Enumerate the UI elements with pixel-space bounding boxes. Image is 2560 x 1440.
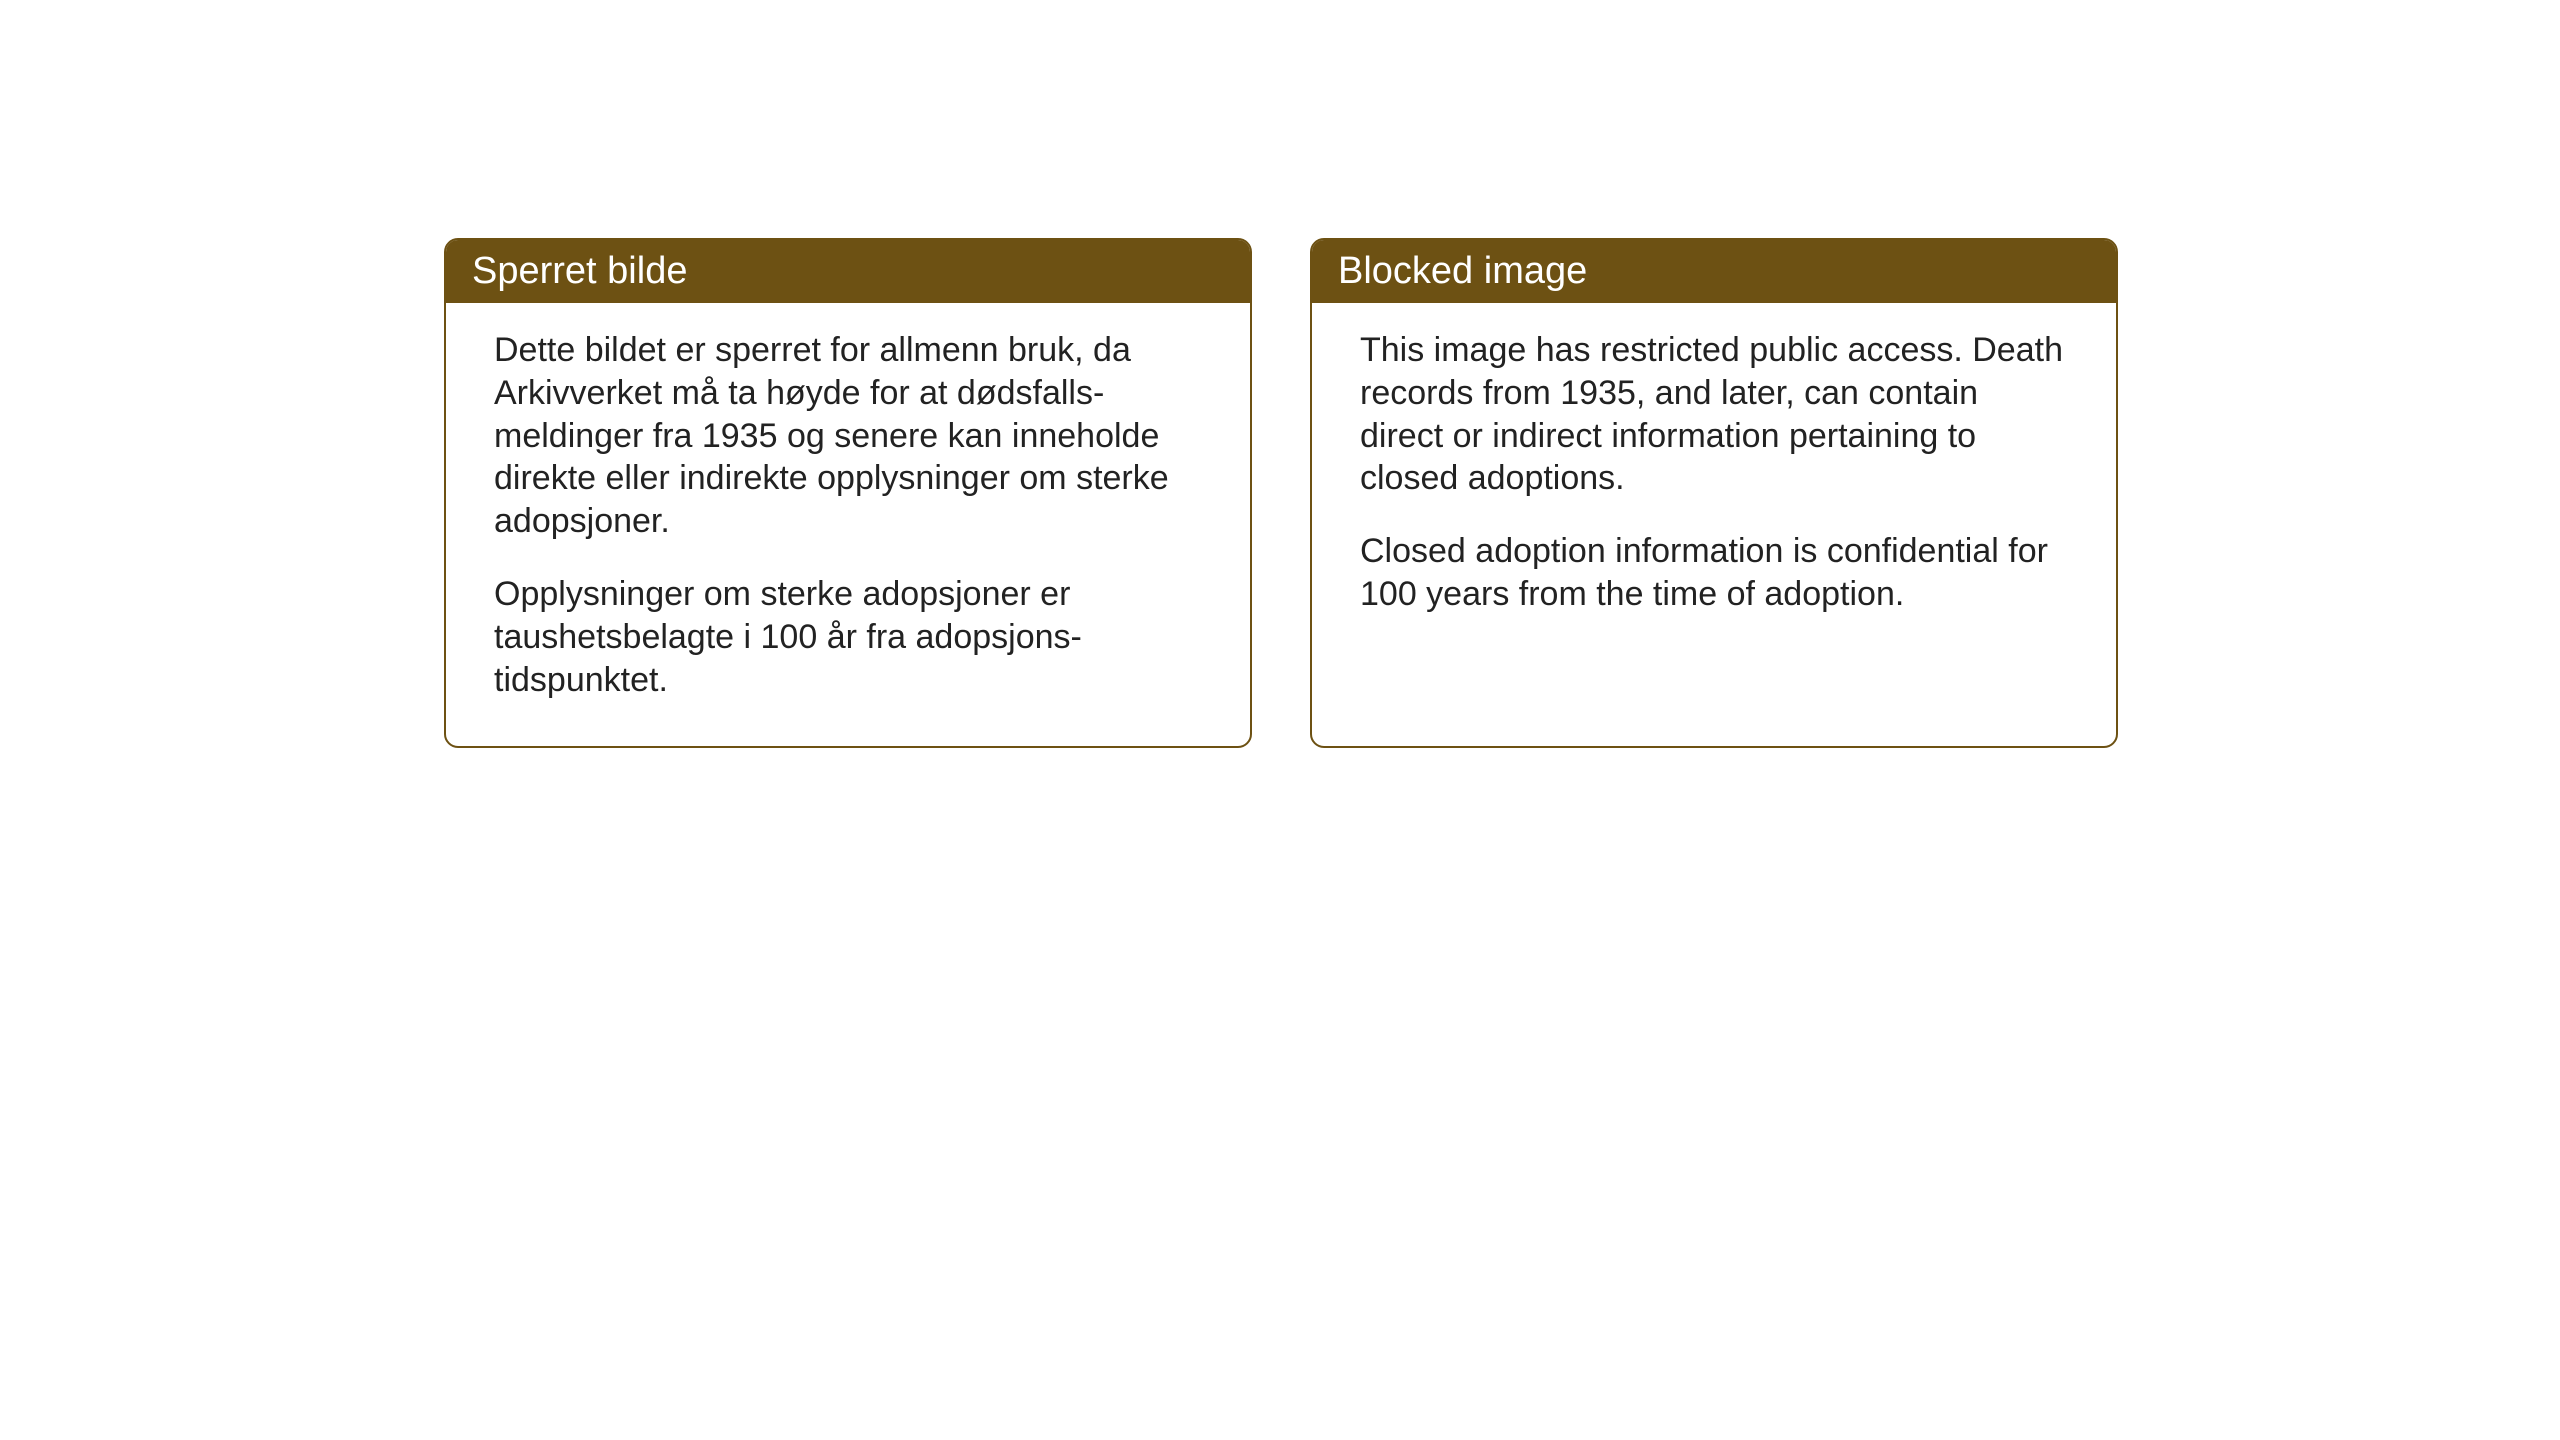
notice-container: Sperret bilde Dette bildet er sperret fo… bbox=[0, 0, 2560, 748]
card-body-norwegian: Dette bildet er sperret for allmenn bruk… bbox=[446, 303, 1250, 738]
card-title-english: Blocked image bbox=[1338, 250, 1587, 292]
card-title-norwegian: Sperret bilde bbox=[472, 250, 687, 292]
card-paragraph: Opplysninger om sterke adopsjoner er tau… bbox=[494, 573, 1202, 701]
notice-card-norwegian: Sperret bilde Dette bildet er sperret fo… bbox=[444, 238, 1252, 748]
card-body-english: This image has restricted public access.… bbox=[1312, 303, 2116, 652]
notice-card-english: Blocked image This image has restricted … bbox=[1310, 238, 2118, 748]
card-paragraph: Dette bildet er sperret for allmenn bruk… bbox=[494, 329, 1202, 543]
card-header-english: Blocked image bbox=[1312, 240, 2116, 303]
card-header-norwegian: Sperret bilde bbox=[446, 240, 1250, 303]
card-paragraph: This image has restricted public access.… bbox=[1360, 329, 2068, 500]
card-paragraph: Closed adoption information is confident… bbox=[1360, 530, 2068, 616]
